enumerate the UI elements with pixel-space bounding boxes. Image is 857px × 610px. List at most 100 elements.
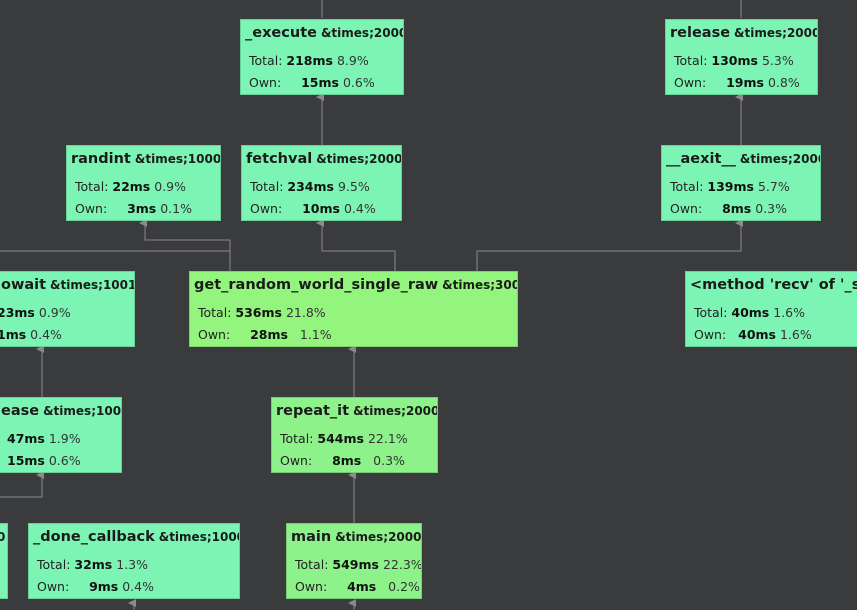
own-ms: 40ms: [738, 327, 776, 342]
node-calls: &times;10010: [50, 278, 134, 292]
own-pct: 0.6%: [48, 453, 81, 468]
node-calls: &times;20000: [734, 26, 817, 40]
total-ms: 234ms: [287, 179, 334, 194]
node-name: randint: [71, 151, 131, 167]
total-label: Total:: [674, 53, 708, 68]
own-label: Own:: [280, 453, 313, 468]
node-method-recv[interactable]: <method 'recv' of '_soc Total: 40ms 1.6%…: [685, 271, 857, 347]
total-pct: 5.3%: [761, 53, 794, 68]
own-label: Own:: [37, 579, 70, 594]
own-ms: 10ms: [302, 201, 340, 216]
total-ms: 23ms: [0, 305, 35, 320]
node-calls: &times;20001: [316, 152, 402, 166]
own-ms: 28ms: [250, 327, 288, 342]
total-pct: 21.8%: [285, 305, 326, 320]
total-ms: 218ms: [286, 53, 333, 68]
node-main[interactable]: main &times;20005 Total: 549ms 22.3% Own:…: [286, 523, 422, 599]
own-label: Own:: [249, 75, 282, 90]
node-calls: &times;10000: [134, 152, 221, 166]
own-label: Own:: [75, 201, 108, 216]
own-ms: 15ms: [7, 453, 45, 468]
own-pct: 0.3%: [373, 453, 405, 468]
total-label: Total:: [249, 53, 283, 68]
total-label: Total:: [250, 179, 284, 194]
own-pct: 0.3%: [755, 201, 787, 216]
total-pct: 22.3%: [382, 557, 422, 572]
total-label: Total:: [295, 557, 329, 572]
node-calls: &times;20000: [739, 152, 820, 166]
own-label: Own:: [250, 201, 283, 216]
edge-grwsr-fetchval: [316, 219, 396, 272]
total-ms: 549ms: [332, 557, 379, 572]
node-name: fetchval: [246, 151, 313, 167]
total-pct: 1.3%: [116, 557, 149, 572]
total-label: Total:: [280, 431, 314, 446]
own-ms: 3ms: [127, 201, 157, 216]
total-ms: 32ms: [74, 557, 113, 572]
own-ms: 15ms: [301, 75, 339, 90]
total-pct: 8.9%: [336, 53, 369, 68]
own-label: Own:: [198, 327, 231, 342]
total-label: Total:: [75, 179, 109, 194]
own-ms: 8ms: [722, 201, 752, 216]
total-pct: 1.9%: [48, 431, 81, 446]
node-calls: &times;20001: [320, 26, 403, 40]
total-pct: 9.5%: [337, 179, 370, 194]
node-done-callback[interactable]: _done_callback&times;10000 Total: 32ms 1…: [28, 523, 240, 599]
node-name: __aexit__: [666, 151, 736, 167]
node-execute[interactable]: _execute&times;20001 Total: 218ms 8.9% O…: [240, 19, 404, 95]
node-calls: &times;10000: [43, 404, 122, 418]
node-get-random-world-single-raw[interactable]: get_random_world_single_raw&times;30001 …: [189, 271, 518, 347]
total-ms: 536ms: [235, 305, 282, 320]
node-name: get_random_world_single_raw: [194, 277, 439, 293]
total-pct: 1.6%: [773, 305, 806, 320]
node-calls: &times;20005: [335, 530, 422, 544]
own-ms: 4ms: [347, 579, 377, 594]
node-name: 0: [0, 530, 5, 544]
total-pct: 5.7%: [757, 179, 790, 194]
node-name: ease: [1, 403, 40, 419]
node-randint[interactable]: randint &times;10000 Total: 22ms 0.9% Own…: [66, 145, 221, 221]
own-pct: 0.8%: [767, 75, 800, 90]
node-calls: &times;20002: [353, 404, 437, 418]
own-label: Own:: [295, 579, 328, 594]
total-ms: 22ms: [112, 179, 151, 194]
edge-grwsr-randint: [139, 219, 231, 272]
own-pct: 1.1%: [299, 327, 332, 342]
total-ms: 130ms: [711, 53, 758, 68]
node-name: main: [291, 529, 332, 545]
node-name: repeat_it: [276, 403, 350, 419]
node-aexit[interactable]: __aexit__&times;20000 Total: 139ms 5.7% …: [661, 145, 821, 221]
own-ms: 1ms: [0, 327, 27, 342]
node-repeat-it[interactable]: repeat_it&times;20002 Total: 544ms 22.1%…: [271, 397, 438, 473]
node-release-top[interactable]: release&times;20000 Total: 130ms 5.3% Ow…: [665, 19, 818, 95]
total-label: Total:: [37, 557, 71, 572]
total-ms: 139ms: [707, 179, 754, 194]
own-pct: 0.4%: [30, 327, 62, 342]
own-label: Own:: [670, 201, 703, 216]
node-fetchval[interactable]: fetchval &times;20001 Total: 234ms 9.5% O…: [241, 145, 402, 221]
own-pct: 0.2%: [388, 579, 420, 594]
own-pct: 1.6%: [779, 327, 812, 342]
node-name: release: [670, 25, 731, 41]
own-ms: 19ms: [726, 75, 764, 90]
own-pct: 0.1%: [160, 201, 192, 216]
node-calls: &times;10000: [158, 530, 239, 544]
total-pct: 22.1%: [367, 431, 408, 446]
own-pct: 0.6%: [342, 75, 375, 90]
own-label: Own:: [694, 327, 727, 342]
edge-done-ease: [0, 471, 44, 498]
node-name: _execute: [245, 25, 317, 41]
own-label: Own:: [674, 75, 707, 90]
own-pct: 0.4%: [343, 201, 376, 216]
total-ms: 47ms: [7, 431, 45, 446]
own-ms: 9ms: [89, 579, 119, 594]
total-label: Total:: [694, 305, 728, 320]
node-stub-left[interactable]: 0: [0, 523, 8, 599]
node-wait[interactable]: owait&times;10010 23ms 0.9% 1ms 0.4%: [0, 271, 135, 347]
node-name: <method 'recv' of '_soc: [690, 277, 857, 293]
node-release-left[interactable]: ease&times;10000 47ms 1.9% 15ms 0.6%: [0, 397, 122, 473]
total-pct: 0.9%: [154, 179, 187, 194]
node-name: owait: [1, 277, 47, 293]
total-label: Total:: [198, 305, 232, 320]
